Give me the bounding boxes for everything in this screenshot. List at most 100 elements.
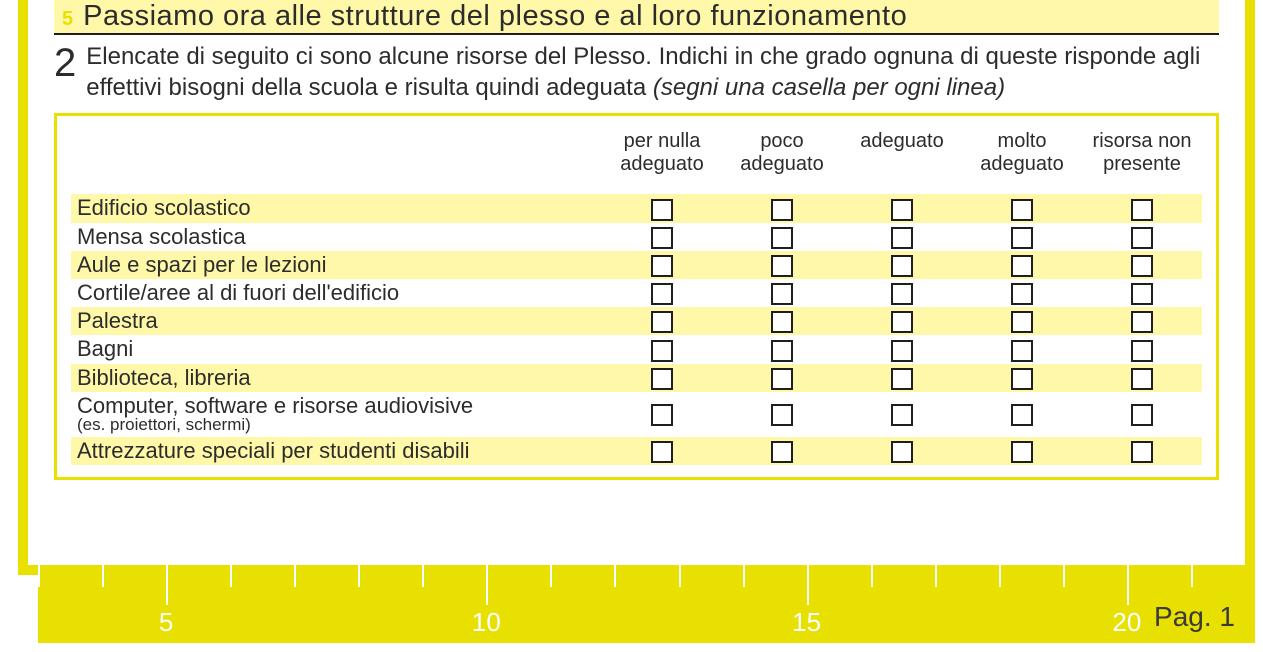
checkbox-cell [602, 437, 722, 465]
checkbox[interactable] [1011, 311, 1033, 333]
checkbox[interactable] [771, 441, 793, 463]
row-label: Palestra [71, 307, 602, 335]
checkbox-cell [722, 223, 842, 251]
checkbox[interactable] [651, 283, 673, 305]
checkbox-cell [602, 194, 722, 222]
checkbox[interactable] [1011, 227, 1033, 249]
checkbox[interactable] [1131, 311, 1153, 333]
checkbox-cell [722, 307, 842, 335]
checkbox[interactable] [1011, 283, 1033, 305]
checkbox[interactable] [771, 255, 793, 277]
checkbox[interactable] [771, 404, 793, 426]
checkbox-cell [842, 335, 962, 363]
checkbox[interactable] [651, 311, 673, 333]
checkbox[interactable] [651, 199, 673, 221]
checkbox[interactable] [1011, 368, 1033, 390]
checkbox[interactable] [1131, 340, 1153, 362]
checkbox-cell [722, 279, 842, 307]
checkbox[interactable] [1131, 368, 1153, 390]
checkbox-cell [842, 307, 962, 335]
checkbox[interactable] [1131, 255, 1153, 277]
checkbox-cell [602, 251, 722, 279]
ruler-tick-minor [38, 565, 40, 587]
ruler-tick-label: 20 [1112, 607, 1141, 638]
grid-container: per nulla adeguato poco adeguato adeguat… [54, 113, 1219, 479]
checkbox[interactable] [1011, 441, 1033, 463]
checkbox[interactable] [1131, 199, 1153, 221]
checkbox[interactable] [1131, 227, 1153, 249]
form-frame: 5 Passiamo ora alle strutture del plesso… [18, 0, 1255, 575]
col-header: risorsa non presente [1082, 126, 1202, 194]
row-label: Edificio scolastico [71, 194, 602, 222]
checkbox[interactable] [891, 255, 913, 277]
checkbox[interactable] [891, 404, 913, 426]
checkbox-cell [722, 335, 842, 363]
ruler-tick-minor [422, 565, 424, 587]
ruler-tick-minor [358, 565, 360, 587]
checkbox-cell [1082, 194, 1202, 222]
question-text: Elencate di seguito ci sono alcune risor… [86, 41, 1219, 103]
checkbox-cell [1082, 307, 1202, 335]
ruler-tick-minor [1191, 565, 1193, 587]
checkbox[interactable] [891, 199, 913, 221]
checkbox-cell [962, 223, 1082, 251]
row-label: Biblioteca, libreria [71, 364, 602, 392]
ruler-tick-label: 10 [472, 607, 501, 638]
checkbox-cell [602, 364, 722, 392]
checkbox[interactable] [891, 227, 913, 249]
checkbox-cell [722, 364, 842, 392]
checkbox[interactable] [771, 340, 793, 362]
col-header: adeguato [842, 126, 962, 194]
checkbox[interactable] [651, 255, 673, 277]
checkbox-cell [842, 364, 962, 392]
checkbox-cell [962, 364, 1082, 392]
checkbox[interactable] [651, 227, 673, 249]
checkbox[interactable] [651, 404, 673, 426]
question-text-hint: (segni una casella per ogni linea) [653, 74, 1005, 101]
table-row: Attrezzature speciali per studenti disab… [71, 437, 1202, 465]
question-block: 2 Elencate di seguito ci sono alcune ris… [54, 41, 1219, 103]
checkbox[interactable] [1131, 283, 1153, 305]
checkbox[interactable] [651, 368, 673, 390]
checkbox[interactable] [1011, 340, 1033, 362]
row-label: Cortile/aree al di fuori dell'edificio [71, 279, 602, 307]
checkbox-cell [722, 392, 842, 437]
checkbox[interactable] [771, 283, 793, 305]
ruler-tick-minor [935, 565, 937, 587]
checkbox[interactable] [651, 340, 673, 362]
checkbox[interactable] [771, 227, 793, 249]
checkbox[interactable] [891, 283, 913, 305]
table-row: Edificio scolastico [71, 194, 1202, 222]
table-row: Biblioteca, libreria [71, 364, 1202, 392]
section-marker: 5 [62, 8, 73, 31]
checkbox[interactable] [771, 199, 793, 221]
checkbox[interactable] [1011, 404, 1033, 426]
ruler-tick-minor [679, 565, 681, 587]
checkbox-cell [1082, 437, 1202, 465]
checkbox-cell [722, 194, 842, 222]
checkbox[interactable] [1131, 404, 1153, 426]
checkbox-cell [962, 251, 1082, 279]
ruler-tick-minor [102, 565, 104, 587]
ruler-tick-label: 5 [159, 607, 173, 638]
checkbox-cell [722, 251, 842, 279]
checkbox[interactable] [1011, 255, 1033, 277]
checkbox-cell [962, 335, 1082, 363]
checkbox[interactable] [771, 311, 793, 333]
checkbox[interactable] [1011, 199, 1033, 221]
checkbox[interactable] [771, 368, 793, 390]
checkbox[interactable] [891, 368, 913, 390]
ruler-tick-minor [1063, 565, 1065, 587]
checkbox[interactable] [891, 340, 913, 362]
ruler-tick-minor [294, 565, 296, 587]
grid-header-blank [71, 126, 602, 194]
question-number: 2 [54, 41, 76, 83]
checkbox[interactable] [1131, 441, 1153, 463]
checkbox-cell [602, 223, 722, 251]
checkbox[interactable] [891, 441, 913, 463]
checkbox-cell [602, 307, 722, 335]
row-sublabel: (es. proiettori, schermi) [77, 416, 596, 435]
checkbox[interactable] [651, 441, 673, 463]
checkbox[interactable] [891, 311, 913, 333]
ruler-tick-minor [614, 565, 616, 587]
